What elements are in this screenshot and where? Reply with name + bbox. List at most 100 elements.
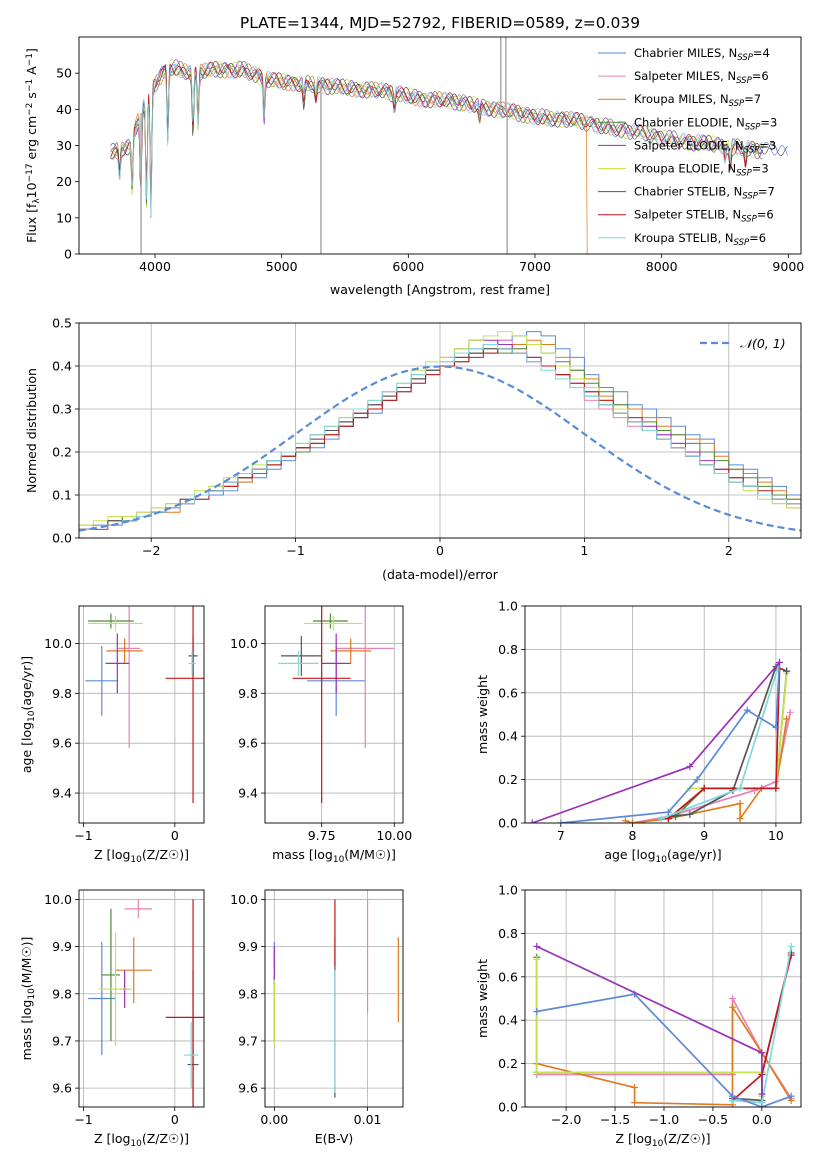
- weight-marker: [736, 784, 744, 792]
- x-tick-label: −1: [74, 828, 92, 843]
- x-tick-label: 4000: [139, 259, 171, 274]
- weight-line: [560, 662, 781, 823]
- y-tick-label: 10.0: [230, 636, 258, 651]
- x-tick-label: −2: [142, 543, 160, 558]
- y-tick-label: 9.8: [52, 686, 72, 701]
- histogram-step: [79, 344, 801, 538]
- y-tick-label: 0.8: [498, 926, 518, 941]
- age_vs_mass-panel: 9.75 10.00 9.4 9.6 9.8 10.0 mass [log10(M/M☉)]: [230, 605, 412, 865]
- histogram-series: [79, 331, 801, 538]
- x-tick-label: 0.01: [354, 1112, 382, 1127]
- weight-marker: [787, 942, 795, 950]
- weight-marker: [533, 955, 541, 963]
- x-axis-label: E(B-V): [315, 1131, 354, 1146]
- spectrum-panel: 4000 5000 6000 7000 8000 9000 0 10 20 30 40 50 wavel…: [24, 36, 804, 297]
- y-tick-label: 0.4: [498, 1013, 518, 1028]
- x-axis-label: mass [log10(M/M☉)]: [272, 847, 396, 865]
- x-tick-label: 10: [768, 828, 784, 843]
- weight-line: [535, 957, 763, 1101]
- y-tick-label: 9.7: [52, 1033, 72, 1048]
- spectrum-series-line: [110, 59, 764, 218]
- x-tick-label: 1: [580, 543, 588, 558]
- weight-marker: [631, 1083, 639, 1091]
- legend-entry: Kroupa MILES, NSSP=7: [634, 92, 761, 109]
- weight-marker: [728, 1003, 736, 1011]
- weight-marker: [728, 995, 736, 1002]
- legend-entry: Kroupa ELODIE, NSSP=3: [634, 162, 769, 179]
- weight-marker: [758, 1103, 766, 1107]
- x-tick-label: 7: [557, 828, 565, 843]
- y-tick-label: 0.4: [52, 359, 72, 374]
- y-tick-label: 10: [56, 210, 72, 225]
- y-tick-label: 9.6: [238, 1081, 258, 1096]
- weight-lines: [533, 942, 795, 1107]
- y-tick-label: 9.6: [52, 736, 72, 751]
- weight-marker: [686, 810, 694, 818]
- mass_vs_EBV-panel: 0.00 0.01 9.6 9.7 9.8 9.9 10.0 E(B-V): [230, 889, 404, 1146]
- spectrum-series-line: [110, 63, 588, 254]
- weight-marker: [758, 1090, 766, 1098]
- x-tick-label: 9.75: [308, 828, 336, 843]
- weight-marker: [772, 724, 780, 732]
- weight-marker: [775, 658, 783, 666]
- y-tick-label: 9.4: [52, 786, 72, 801]
- weight-marker: [629, 819, 637, 823]
- figure-title: PLATE=1344, MJD=52792, FIBERID=0589, z=0…: [240, 14, 640, 32]
- residuals-panel: −2 −1 0 1 2 0.0 0.1 0.2 0.3 0.4 0.5 (data-model)/er…: [24, 316, 802, 582]
- y-axis-label: age [log10(age/yr)]: [19, 656, 37, 773]
- y-tick-label: 9.6: [238, 736, 258, 751]
- weight-marker: [736, 815, 744, 823]
- spectrum-series-line: [110, 63, 763, 217]
- y-tick-label: 40: [56, 102, 72, 117]
- weight_vs_Z-panel: −2.0 −1.5 −1.0 −0.5 0.0 0.0 0.2 0.4 0.6 0.8 1.0 Z […: [475, 883, 802, 1149]
- x-axis-label: age [log10(age/yr)]: [604, 847, 721, 865]
- y-tick-label: 0: [64, 247, 72, 262]
- weight-marker: [686, 763, 694, 771]
- y-tick-label: 0.2: [498, 1056, 518, 1071]
- x-tick-label: 9000: [772, 259, 804, 274]
- x-tick-label: 10.00: [376, 828, 412, 843]
- legend-entry: Salpeter MILES, NSSP=6: [634, 69, 769, 86]
- axes-frame: [78, 889, 205, 1108]
- weight-marker: [533, 1008, 541, 1016]
- y-tick-label: 9.8: [238, 986, 258, 1001]
- x-tick-label: 0.0: [752, 1112, 772, 1127]
- x-tick-label: 9: [700, 828, 708, 843]
- x-tick-label: 6000: [392, 259, 424, 274]
- x-tick-label: 0.00: [260, 1112, 288, 1127]
- x-axis-label: Z [log10(Z/Z☉)]: [94, 847, 189, 865]
- y-tick-label: 0.6: [498, 969, 518, 984]
- legend-entry: 𝒩(0, 1): [740, 336, 786, 351]
- axes-frame: [524, 605, 802, 824]
- weight-marker: [657, 815, 665, 823]
- y-tick-label: 30: [56, 138, 72, 153]
- weight-marker: [783, 715, 791, 723]
- y-tick-label: 0.5: [52, 316, 72, 331]
- y-tick-label: 10.0: [44, 636, 72, 651]
- y-tick-label: 0.1: [52, 488, 72, 503]
- x-axis-label: wavelength [Angstrom, rest frame]: [330, 282, 550, 297]
- y-axis-label: mass weight: [475, 959, 490, 1038]
- error-bars: [278, 606, 395, 804]
- y-axis-label: Flux [fλ10−17 erg cm−2 s−1 A−1]: [24, 48, 42, 243]
- age_vs_Z-panel: −1 0 9.4 9.6 9.8 10.0 Z [log10(Z/Z☉)] age [log1…: [19, 605, 205, 865]
- y-tick-label: 9.8: [52, 986, 72, 1001]
- y-tick-label: 50: [56, 66, 72, 81]
- x-tick-label: 8000: [646, 259, 678, 274]
- weight_vs_age-panel: 7 8 9 10 0.0 0.2 0.4 0.6 0.8 1.0 age [log10(age/yr…: [475, 599, 802, 865]
- legend-entry: Salpeter STELIB, NSSP=6: [634, 208, 774, 225]
- weight-marker: [700, 784, 708, 792]
- y-tick-label: 9.7: [238, 1033, 258, 1048]
- y-axis-label: Normed distribution: [24, 368, 39, 493]
- x-tick-label: 0: [436, 543, 444, 558]
- legend-entry: Chabrier ELODIE, NSSP=3: [634, 115, 777, 132]
- y-tick-label: 0.6: [498, 685, 518, 700]
- y-tick-label: 0.4: [498, 729, 518, 744]
- legend-entry: Chabrier STELIB, NSSP=7: [634, 185, 775, 202]
- y-tick-label: 9.9: [238, 939, 258, 954]
- y-tick-label: 0.0: [498, 816, 518, 831]
- spectrum-legend: Chabrier MILES, NSSP=4 Salpeter MILES, NS…: [598, 46, 777, 248]
- x-tick-label: −2.0: [551, 1112, 581, 1127]
- weight-marker: [783, 667, 791, 675]
- error-bars: [273, 899, 399, 1098]
